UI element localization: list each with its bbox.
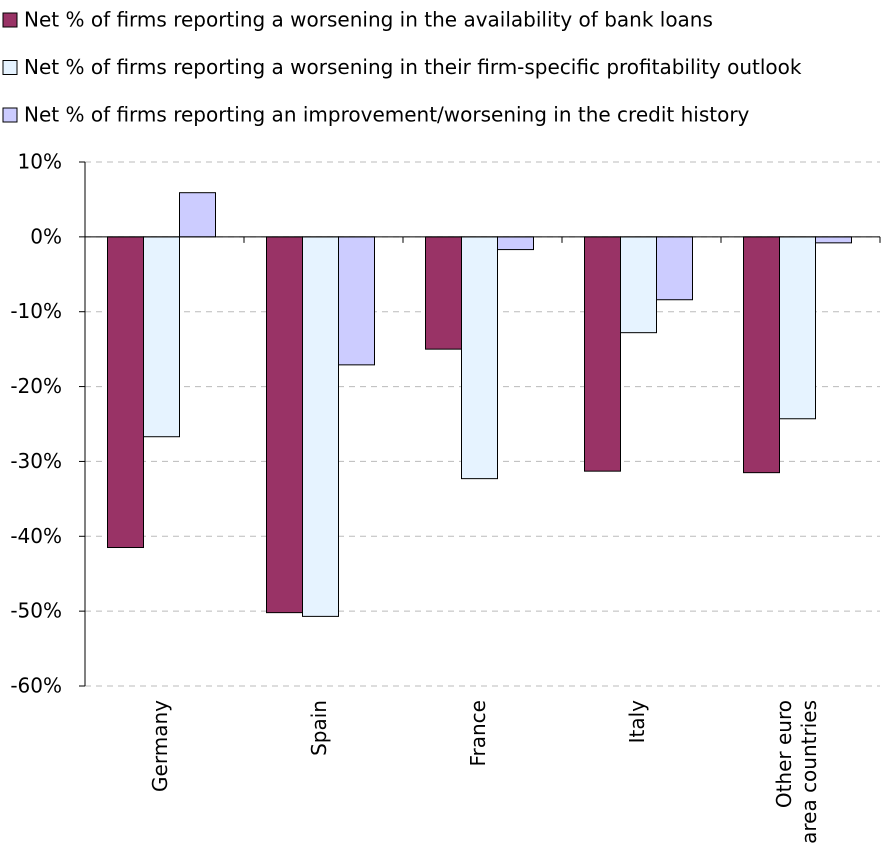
x-tick-label: Italy <box>625 700 649 744</box>
y-tick-label: -50% <box>10 599 62 623</box>
bar <box>584 236 621 472</box>
bar <box>656 236 693 301</box>
x-tick-label: France <box>466 700 490 767</box>
bar <box>107 236 144 549</box>
y-tick-label: -30% <box>10 449 62 473</box>
bar <box>302 236 339 617</box>
y-tick-label: 0% <box>30 224 62 248</box>
x-tick-label: Other euroarea countries <box>772 700 821 844</box>
legend-label: Net % of firms reporting an improvement/… <box>24 103 750 127</box>
y-tick-label: -20% <box>10 374 62 398</box>
legend-swatch <box>2 107 18 123</box>
bar <box>815 236 852 244</box>
bar <box>461 236 498 480</box>
bar <box>338 236 375 366</box>
bar <box>743 236 780 474</box>
bar <box>179 192 216 238</box>
legend-swatch <box>2 60 18 75</box>
x-tick-label: Germany <box>148 700 172 792</box>
bar <box>620 236 657 334</box>
y-tick-label: 10% <box>18 150 62 174</box>
bar <box>266 236 303 614</box>
legend-label: Net % of firms reporting a worsening in … <box>24 55 802 79</box>
y-tick-label: -40% <box>10 524 62 548</box>
legend-label: Net % of firms reporting a worsening in … <box>24 8 713 32</box>
bar <box>779 236 816 420</box>
legend-swatch <box>2 12 18 28</box>
bar <box>425 236 462 350</box>
bar <box>143 236 180 438</box>
x-tick-label: Spain <box>307 700 331 756</box>
y-tick-label: -60% <box>10 674 62 698</box>
bar <box>497 236 534 251</box>
y-tick-label: -10% <box>10 299 62 323</box>
